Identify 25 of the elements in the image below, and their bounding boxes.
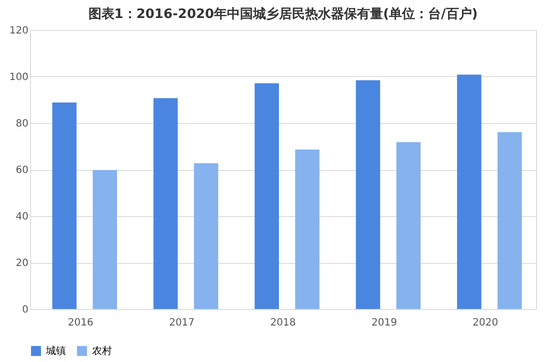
legend-label: 农村 <box>92 345 112 357</box>
x-tick-label: 2017 <box>169 318 195 328</box>
bar <box>356 80 380 309</box>
bar <box>52 102 77 309</box>
y-tick-label: 60 <box>16 165 28 176</box>
y-tick-label: 80 <box>16 118 28 130</box>
bar <box>498 132 522 309</box>
bar <box>153 98 178 309</box>
x-tick-label: 2020 <box>472 318 498 328</box>
bar <box>92 170 118 309</box>
bar <box>396 142 421 309</box>
x-tick-label: 2019 <box>371 318 397 328</box>
y-tick-label: 40 <box>16 212 28 222</box>
bar <box>254 83 279 309</box>
chart-title: 图表1：2016-2020年中国城乡居民热水器保有量(单位：台/百户) <box>88 6 478 22</box>
y-tick-label: 120 <box>9 26 28 36</box>
legend-label: 城镇 <box>45 345 66 357</box>
y-tick-label: 100 <box>9 72 28 83</box>
bar <box>194 163 218 309</box>
y-tick-label: 0 <box>22 304 28 316</box>
bar <box>295 150 320 309</box>
bar <box>457 74 482 309</box>
x-tick-label: 2016 <box>68 318 94 328</box>
x-tick-label: 2018 <box>270 318 296 328</box>
y-tick-label: 20 <box>16 258 28 269</box>
